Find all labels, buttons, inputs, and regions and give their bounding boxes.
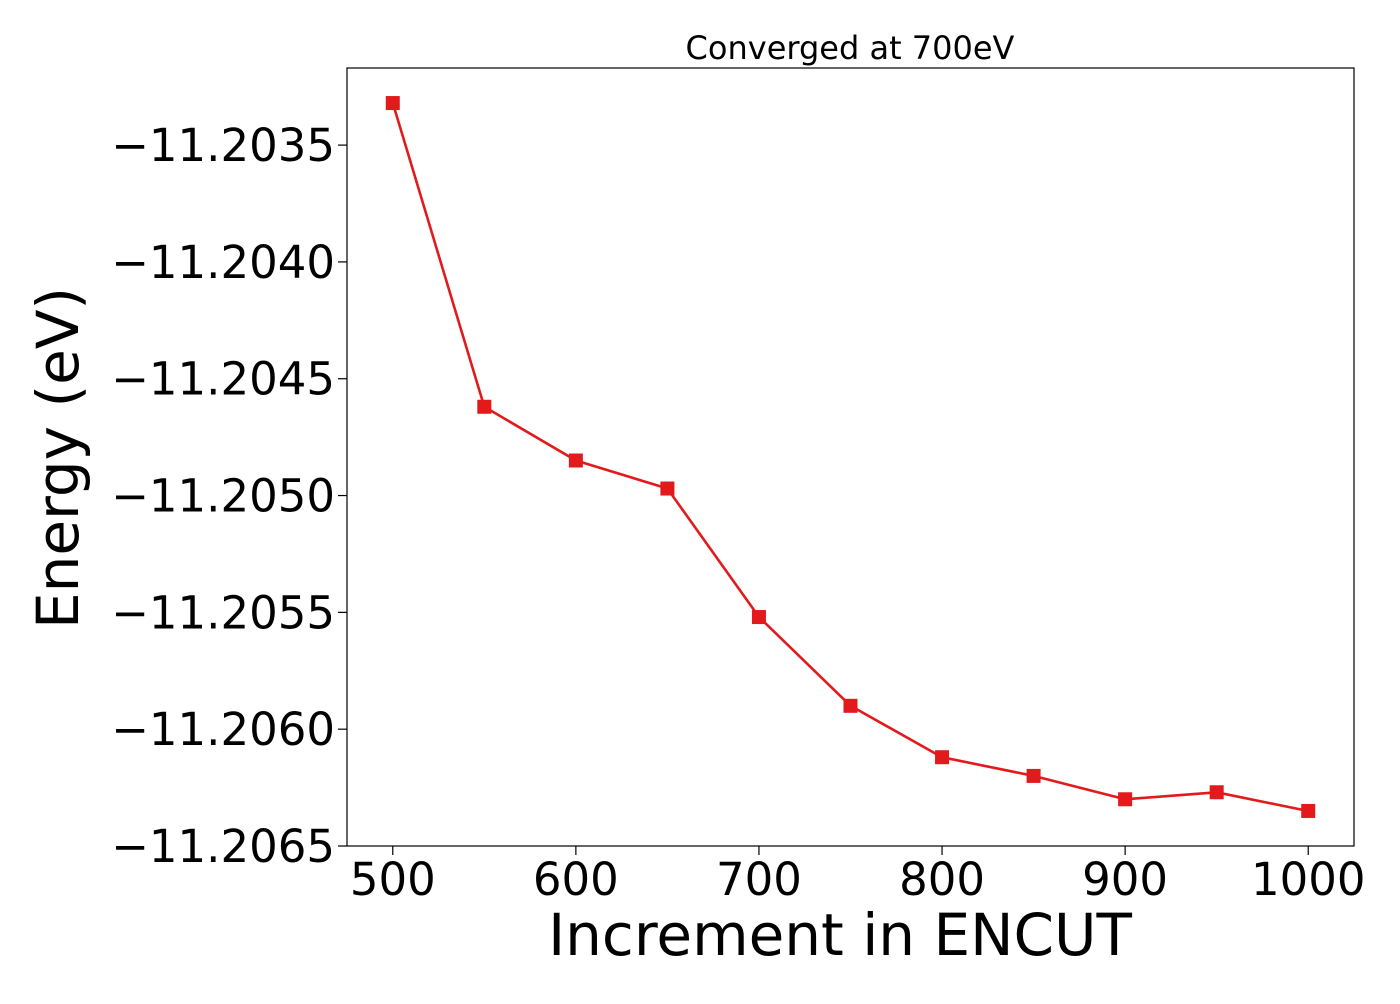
data-point-marker bbox=[1118, 792, 1133, 807]
data-point-marker bbox=[935, 750, 950, 765]
data-point-marker bbox=[1026, 768, 1041, 783]
data-point-marker bbox=[385, 96, 400, 111]
x-tick-label: 900 bbox=[1082, 853, 1168, 906]
y-tick-label: −11.2065 bbox=[111, 820, 335, 873]
x-tick-label: 700 bbox=[716, 853, 802, 906]
y-tick-label: −11.2055 bbox=[111, 586, 335, 639]
x-tick-label: 600 bbox=[533, 853, 619, 906]
data-point-marker bbox=[843, 698, 858, 713]
x-axis-ticks: 500 600 700 800 900 1000 bbox=[350, 846, 1366, 906]
chart-title: Converged at 700eV bbox=[686, 29, 1015, 67]
data-point-marker bbox=[1209, 785, 1224, 800]
y-tick-label: −11.2045 bbox=[111, 353, 335, 406]
data-point-marker bbox=[568, 453, 583, 468]
x-tick-label: 800 bbox=[899, 853, 985, 906]
y-axis-ticks: −11.2035 −11.2040 −11.2045 −11.2050 −11.2055… bbox=[111, 119, 347, 873]
x-axis-label: Increment in ENCUT bbox=[548, 901, 1132, 969]
y-tick-label: −11.2035 bbox=[111, 119, 335, 172]
y-tick-label: −11.2050 bbox=[111, 470, 335, 523]
plot-area bbox=[346, 67, 1355, 847]
y-tick-label: −11.2060 bbox=[111, 703, 335, 756]
x-tick-label: 1000 bbox=[1251, 853, 1366, 906]
data-point-marker bbox=[477, 399, 492, 414]
y-tick-label: −11.2040 bbox=[111, 236, 335, 289]
data-markers bbox=[385, 96, 1316, 818]
y-axis-label: Energy (eV) bbox=[24, 287, 92, 629]
x-tick-label: 500 bbox=[350, 853, 436, 906]
data-point-marker bbox=[660, 481, 675, 496]
data-point-marker bbox=[751, 610, 766, 625]
data-point-marker bbox=[1301, 803, 1316, 818]
